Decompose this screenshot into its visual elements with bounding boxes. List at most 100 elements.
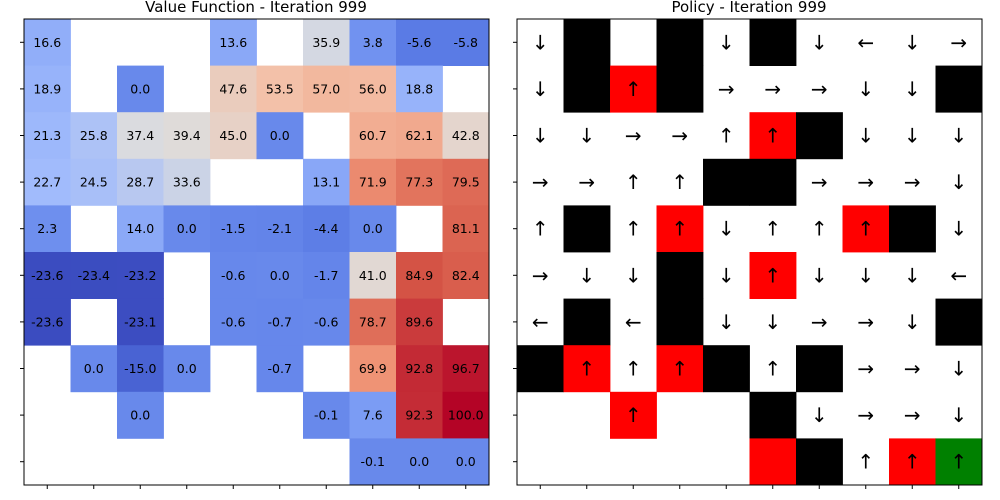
- value-label: 0.0: [130, 81, 150, 96]
- value-label: -23.6: [31, 268, 63, 283]
- value-label: 24.5: [80, 175, 108, 190]
- policy-arrow: ↓: [857, 124, 874, 148]
- value-label: -0.7: [268, 314, 292, 329]
- value-label: 0.0: [177, 221, 197, 236]
- value-label: 33.6: [173, 175, 201, 190]
- policy-arrow: ↓: [578, 124, 595, 148]
- policy-arrow: ↓: [811, 30, 828, 54]
- policy-arrow: ↓: [764, 310, 781, 334]
- policy-arrow: →: [532, 170, 549, 194]
- value-label: 0.0: [130, 408, 150, 423]
- policy-arrow: ↓: [811, 263, 828, 287]
- policy-arrow: →: [764, 77, 781, 101]
- value-cell: [256, 205, 304, 253]
- policy-arrow: ↑: [764, 357, 781, 381]
- value-label: 0.0: [270, 268, 290, 283]
- value-cell: [163, 205, 211, 253]
- value-cell: [396, 65, 443, 113]
- value-cell: [210, 205, 257, 253]
- value-cell: [396, 112, 443, 160]
- policy-arrow: ↓: [904, 77, 921, 101]
- policy-arrow: →: [811, 77, 828, 101]
- policy-arrow: ↑: [950, 450, 967, 474]
- value-cell: [210, 65, 257, 113]
- wall-cell: [563, 205, 611, 253]
- policy-arrow: ↓: [532, 124, 549, 148]
- value-label: 0.0: [84, 361, 104, 376]
- wall-cell: [563, 65, 611, 113]
- policy-arrow: →: [857, 357, 874, 381]
- wall-cell: [935, 65, 983, 113]
- policy-arrow: ↓: [904, 310, 921, 334]
- value-cell: [442, 112, 490, 160]
- policy-arrow: →: [532, 263, 549, 287]
- value-heatmap-labels: 16.6 13.6 35.9 3.8 -5.6 -5.8 18.9 0.0 47.6 53.5 57…: [31, 35, 484, 469]
- policy-arrow: ↓: [625, 263, 642, 287]
- policy-arrow: →: [857, 170, 874, 194]
- wall-cell: [656, 19, 704, 66]
- policy-arrow: →: [718, 77, 735, 101]
- value-cell: [210, 252, 257, 299]
- value-cell: [349, 252, 397, 299]
- value-cell: [349, 65, 397, 113]
- policy-arrow: ↑: [904, 450, 921, 474]
- value-label: -5.6: [407, 35, 431, 50]
- value-cell: [117, 298, 164, 346]
- value-cell: [396, 345, 443, 393]
- policy-arrow: ↑: [764, 263, 781, 287]
- value-label: 84.9: [405, 268, 433, 283]
- value-cell: [442, 205, 490, 253]
- value-label: 13.1: [312, 175, 340, 190]
- policy-arrow: ←: [857, 30, 874, 54]
- policy-arrow: →: [904, 357, 921, 381]
- value-cell: [256, 112, 304, 160]
- value-cell: [396, 298, 443, 346]
- value-cell: [117, 158, 164, 206]
- value-cell: [349, 205, 397, 253]
- policy-arrow: ←: [950, 263, 967, 287]
- value-label: 69.9: [359, 361, 387, 376]
- value-cell: [442, 438, 490, 486]
- value-label: 18.8: [405, 81, 433, 96]
- value-cell: [442, 158, 490, 206]
- policy-arrow: ↓: [904, 30, 921, 54]
- value-label: 0.0: [270, 128, 290, 143]
- policy-arrow: →: [811, 170, 828, 194]
- policy-arrow: ↓: [857, 263, 874, 287]
- policy-arrow: ←: [625, 310, 642, 334]
- value-cell: [24, 158, 71, 206]
- policy-arrow: →: [578, 170, 595, 194]
- trap-cell: [563, 345, 611, 393]
- policy-title: Policy - Iteration 999: [671, 0, 826, 16]
- value-plot-frame: [23, 18, 490, 486]
- value-label: -2.1: [268, 221, 292, 236]
- value-cell: [349, 19, 397, 66]
- policy-arrow: →: [904, 403, 921, 427]
- value-cell: [24, 252, 71, 299]
- policy-axis-ticks: [513, 41, 960, 489]
- policy-arrow: ↑: [857, 217, 874, 241]
- value-cell: [163, 345, 211, 393]
- trap-cell: [842, 205, 890, 253]
- value-label: 39.4: [173, 128, 201, 143]
- policy-arrow: ↑: [532, 217, 549, 241]
- value-cell: [256, 345, 304, 393]
- value-label: 92.8: [405, 361, 433, 376]
- policy-arrow: ↑: [764, 217, 781, 241]
- policy-arrow: →: [625, 124, 642, 148]
- policy-arrow: ↓: [718, 310, 735, 334]
- policy-arrow: →: [950, 30, 967, 54]
- value-label: -4.4: [314, 221, 338, 236]
- value-label: 0.0: [456, 454, 476, 469]
- policy-arrow: ↓: [950, 217, 967, 241]
- policy-arrow: ↑: [718, 124, 735, 148]
- policy-arrow: ↓: [718, 263, 735, 287]
- value-label: 71.9: [359, 175, 387, 190]
- value-label: 13.6: [219, 35, 247, 50]
- value-label: 0.0: [409, 454, 429, 469]
- value-label: 3.8: [363, 35, 383, 50]
- value-cell: [117, 345, 164, 393]
- policy-plot-frame: [516, 18, 983, 486]
- policy-arrow: ↑: [625, 170, 642, 194]
- value-cell: [117, 205, 164, 253]
